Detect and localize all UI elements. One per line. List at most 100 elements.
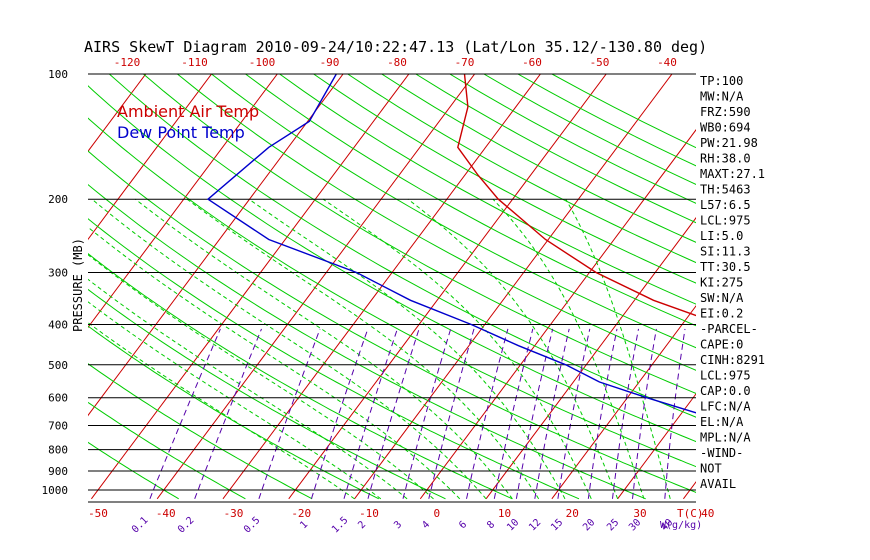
pressure-tick-label: 900 — [48, 465, 68, 478]
series-layer — [206, 74, 696, 414]
top-tick-label: -60 — [522, 56, 542, 69]
top-tick-label: -100 — [249, 56, 276, 69]
mixing-ratio-label: 15 — [549, 517, 565, 533]
pressure-tick-label: 800 — [48, 444, 68, 457]
moist-adiabat-line — [248, 198, 566, 500]
moist-adiabat-line — [565, 198, 671, 499]
isotherm-line — [88, 74, 147, 153]
mixing-ratio-line — [149, 328, 221, 499]
mixing-ratio-label: 0.5 — [242, 515, 263, 536]
mixing-ratio-line — [534, 328, 570, 499]
isotherm-line — [815, 65, 870, 499]
mixing-ratio-line — [493, 328, 534, 499]
bottom-tick-label: 30 — [633, 507, 646, 520]
bottom-tick-label: -50 — [88, 507, 108, 520]
top-tick-label: -70 — [455, 56, 475, 69]
moist-adiabat-line — [407, 198, 619, 499]
dry-adiabat-line — [88, 363, 313, 500]
stat-item: EI:0.2 — [700, 307, 743, 321]
top-tick-label: -80 — [387, 56, 407, 69]
moist-adiabat-line — [88, 254, 434, 500]
dry-adiabat-line — [347, 74, 696, 264]
mixing-ratio-line — [194, 328, 262, 499]
mixing-ratio-line — [258, 328, 321, 499]
stat-item: TH:5463 — [700, 183, 751, 197]
mixing-ratio-line — [367, 328, 420, 499]
x-axis-label: T(C) — [677, 507, 704, 520]
bottom-tick-label: -30 — [224, 507, 244, 520]
pressure-tick-label: 500 — [48, 359, 68, 372]
legend-dewpoint: Dew Point Temp — [117, 123, 245, 142]
dry-adiabat-line — [177, 74, 696, 371]
mixing-ratio-label: 4 — [420, 519, 432, 531]
dry-adiabat-line — [245, 74, 696, 327]
pressure-tick-label: 1000 — [42, 484, 69, 497]
pressure-tick-label: 600 — [48, 392, 68, 405]
bottom-tick-label: -20 — [291, 507, 311, 520]
isotherm-line — [354, 74, 673, 500]
mixing-ratio-line — [343, 328, 398, 499]
mixing-ratio-label: 8 — [485, 519, 497, 531]
legend-temp: Ambient Air Temp — [117, 102, 259, 121]
mixing-ratio-line — [428, 328, 475, 499]
stat-item: LFC:N/A — [700, 400, 751, 414]
bottom-tick-label: 10 — [498, 507, 511, 520]
dewpoint-line — [206, 74, 696, 414]
stat-item: WB0:694 — [700, 121, 751, 135]
mixing-ratio-line — [466, 328, 509, 499]
isotherm-line — [88, 74, 213, 241]
mixing-ratio-line — [664, 328, 686, 499]
stat-item: NOT — [700, 462, 722, 476]
isotherm-line — [156, 74, 476, 500]
dry-adiabat-line — [88, 252, 513, 500]
moist-adiabat-line — [88, 278, 408, 500]
mixing-ratio-label: 0.1 — [130, 515, 151, 536]
dry-adiabat-line — [483, 74, 696, 185]
stat-item: AVAIL — [700, 477, 736, 491]
mixing-ratio-label: 3 — [392, 519, 404, 531]
bottom-tick-label: -40 — [156, 507, 176, 520]
moist-adiabat-line — [186, 198, 540, 500]
moist-adiabat-line — [322, 198, 592, 500]
dry-adiabat-line — [143, 74, 696, 395]
dry-adiabat-line — [517, 74, 696, 167]
mixing-ratio-label: 1.5 — [330, 515, 351, 536]
bottom-tick-label: 0 — [433, 507, 440, 520]
stat-item: CINH:8291 — [700, 353, 765, 367]
dry-adiabat-line — [279, 74, 696, 305]
stat-item: RH:38.0 — [700, 152, 751, 166]
isotherm-line — [88, 74, 278, 329]
stat-item: PW:21.98 — [700, 136, 758, 150]
top-tick-label: -50 — [590, 56, 610, 69]
chart-title: AIRS SkewT Diagram 2010-09-24/10:22:47.1… — [84, 38, 707, 56]
mixing-ratio-label: 1 — [298, 519, 310, 531]
moist-adiabat-line — [91, 198, 487, 500]
stat-item: TT:30.5 — [700, 260, 751, 274]
mixing-ratio-line — [515, 328, 554, 499]
mixing-ratio-line — [402, 328, 452, 499]
stat-item: FRZ:590 — [700, 105, 751, 119]
mixing-ratio-line — [557, 328, 591, 499]
dry-adiabat-line — [88, 85, 696, 443]
bottom-tick-label: 40 — [701, 507, 714, 520]
temperature-line — [457, 74, 696, 317]
top-tick-label: -110 — [181, 56, 208, 69]
dry-adiabat-line — [415, 74, 696, 224]
stat-item: CAP:0.0 — [700, 384, 751, 398]
isotherm-line — [551, 305, 696, 500]
y-axis-label: PRESSURE (MB) — [71, 238, 85, 332]
stat-item: KI:275 — [700, 276, 743, 290]
dry-adiabat-line — [88, 288, 446, 500]
isotherm-line — [0, 65, 21, 499]
isotherm-line — [88, 74, 344, 417]
bottom-tick-label: -10 — [359, 507, 379, 520]
stat-item: LCL:975 — [700, 214, 751, 228]
pressure-tick-label: 400 — [48, 318, 68, 331]
isotherm-line — [749, 65, 870, 499]
top-tick-label: -90 — [320, 56, 340, 69]
moist-adiabat-line — [492, 198, 645, 499]
dry-adiabat-line — [88, 117, 696, 468]
dry-adiabat-line — [88, 441, 179, 500]
moist-adiabat-line — [88, 226, 461, 500]
